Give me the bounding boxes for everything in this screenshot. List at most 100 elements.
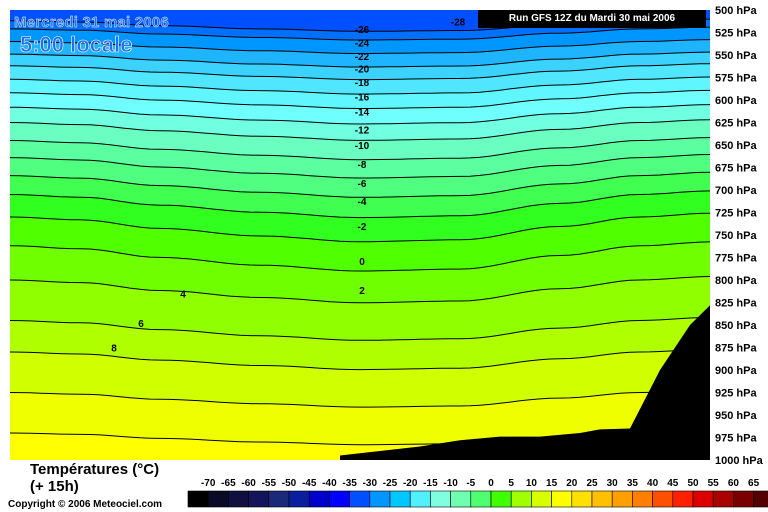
isotherm-line <box>10 63 710 81</box>
legend-swatch <box>753 490 768 508</box>
legend-swatch <box>308 490 330 508</box>
isotherm-line <box>10 76 710 95</box>
legend-swatch <box>632 490 653 508</box>
color-legend: -70 -65 -60 -55 -50 -45 -40 -35 -30 -25 -20 -15 -10-… <box>187 478 768 508</box>
temperature-band <box>10 119 710 160</box>
pressure-tick-label: 500 hPa <box>715 5 757 17</box>
isotherm-line <box>10 89 710 109</box>
legend-swatch <box>409 490 431 508</box>
temperature-band <box>10 172 710 218</box>
date-label: Mercredi 31 mai 2006 <box>14 14 169 31</box>
isotherm-label: -22 <box>355 52 370 63</box>
pressure-tick-label: 725 hPa <box>715 208 757 220</box>
pressure-axis: 500 hPa 525 hPa 550 hPa 575 hPa 600 hPa 625 h… <box>715 5 764 467</box>
temperature-band <box>10 317 710 370</box>
temperature-band <box>10 190 710 242</box>
legend-swatch <box>248 490 270 508</box>
legend-tick-label: 45 <box>667 478 679 489</box>
pressure-tick-label: 650 hPa <box>715 140 757 152</box>
pressure-tick-label: 875 hPa <box>715 343 757 355</box>
legend-tick-label: 50 <box>687 478 699 489</box>
pressure-tick-label: 700 hPa <box>715 185 757 197</box>
isotherm-line <box>10 348 710 371</box>
legend-tick-label: -5 <box>466 478 475 489</box>
pressure-tick-label: 800 hPa <box>715 275 757 287</box>
legend-swatch <box>571 490 593 508</box>
pressure-tick-label: 775 hPa <box>715 253 757 265</box>
terrain <box>340 305 710 460</box>
pressure-tick-label: 525 hPa <box>715 28 757 40</box>
legend-swatch <box>733 490 754 508</box>
run-label: Run GFS 12Z du Mardi 30 mai 2006 <box>478 10 706 28</box>
legend-tick-label: 10 <box>526 478 538 489</box>
temperature-band <box>10 39 710 67</box>
pressure-tick-label: 675 hPa <box>715 163 757 175</box>
copyright: Copyright © 2006 Meteociel.com <box>8 499 163 510</box>
isotherm-line <box>10 316 710 341</box>
legend-swatch <box>490 490 512 508</box>
legend-swatch <box>450 490 472 508</box>
legend-tick-label: 40 <box>647 478 659 489</box>
legend-tick-label: 15 <box>546 478 558 489</box>
legend-tick-label: -35 <box>342 478 357 489</box>
legend-tick-label: 55 <box>708 478 720 489</box>
legend-swatch <box>551 490 573 508</box>
isotherm-line <box>10 39 710 54</box>
legend-tick-label: 20 <box>566 478 578 489</box>
isotherm-line <box>10 137 710 161</box>
legend-swatch <box>531 490 552 508</box>
legend-swatch <box>692 490 714 508</box>
temperature-band <box>10 390 710 445</box>
isotherm-label: 8 <box>111 344 117 355</box>
legend-swatch <box>430 490 451 508</box>
isotherm-line <box>10 389 710 408</box>
legend-tick-label: -50 <box>282 478 297 489</box>
legend-tick-label: -15 <box>423 478 438 489</box>
legend-tick-label: -20 <box>403 478 418 489</box>
isotherm-line <box>10 241 710 272</box>
legend-tick-label: -60 <box>241 478 256 489</box>
legend-tick-label: 60 <box>728 478 740 489</box>
legend-swatch <box>268 490 290 508</box>
pressure-tick-label: 825 hPa <box>715 298 757 310</box>
legend-tick-label: 5 <box>508 478 514 489</box>
legend-swatch <box>349 490 371 508</box>
time-label: 5:00 locale <box>20 32 133 58</box>
pressure-tick-label: 575 hPa <box>715 73 757 85</box>
isotherm-lines <box>10 18 710 446</box>
pressure-tick-label: 975 hPa <box>715 433 757 445</box>
legend-swatch <box>611 490 633 508</box>
isotherm-label: -4 <box>358 197 367 208</box>
pressure-tick-label: 625 hPa <box>715 118 757 130</box>
legend-tick-label: 0 <box>488 478 494 489</box>
legend-swatch <box>187 490 209 508</box>
legend-swatch <box>329 490 350 508</box>
isotherm-line <box>10 154 710 179</box>
pressure-tick-label: 850 hPa <box>715 320 757 332</box>
isotherm-label: -18 <box>355 78 370 89</box>
pressure-tick-label: 950 hPa <box>715 410 757 422</box>
pressure-tick-label: 750 hPa <box>715 230 757 242</box>
legend-swatch <box>652 490 674 508</box>
isotherm-line <box>10 119 710 141</box>
isotherm-label: -26 <box>355 25 370 36</box>
legend-tick-label: 65 <box>748 478 760 489</box>
legend-tick-label: -65 <box>221 478 236 489</box>
legend-tick-label: -70 <box>201 478 216 489</box>
isotherm-line <box>10 190 710 219</box>
isotherm-line <box>10 212 710 243</box>
isotherm-label: -12 <box>355 126 370 137</box>
legend-swatch <box>591 490 613 508</box>
forecast-hour: (+ 15h) <box>30 478 79 495</box>
legend-tick-label: -30 <box>363 478 378 489</box>
pressure-tick-label: 600 hPa <box>715 95 757 107</box>
legend-swatch <box>228 490 249 508</box>
isotherm-label: -8 <box>358 160 367 171</box>
legend-tick-label: 35 <box>627 478 639 489</box>
temperature-band <box>10 241 710 303</box>
isotherm-labels: -28-26-24-22-20-18-16-14-12-10-8-6-4-202… <box>111 18 465 355</box>
temperature-band <box>10 276 710 341</box>
legend-tick-label: -55 <box>262 478 277 489</box>
legend-swatch <box>369 490 391 508</box>
